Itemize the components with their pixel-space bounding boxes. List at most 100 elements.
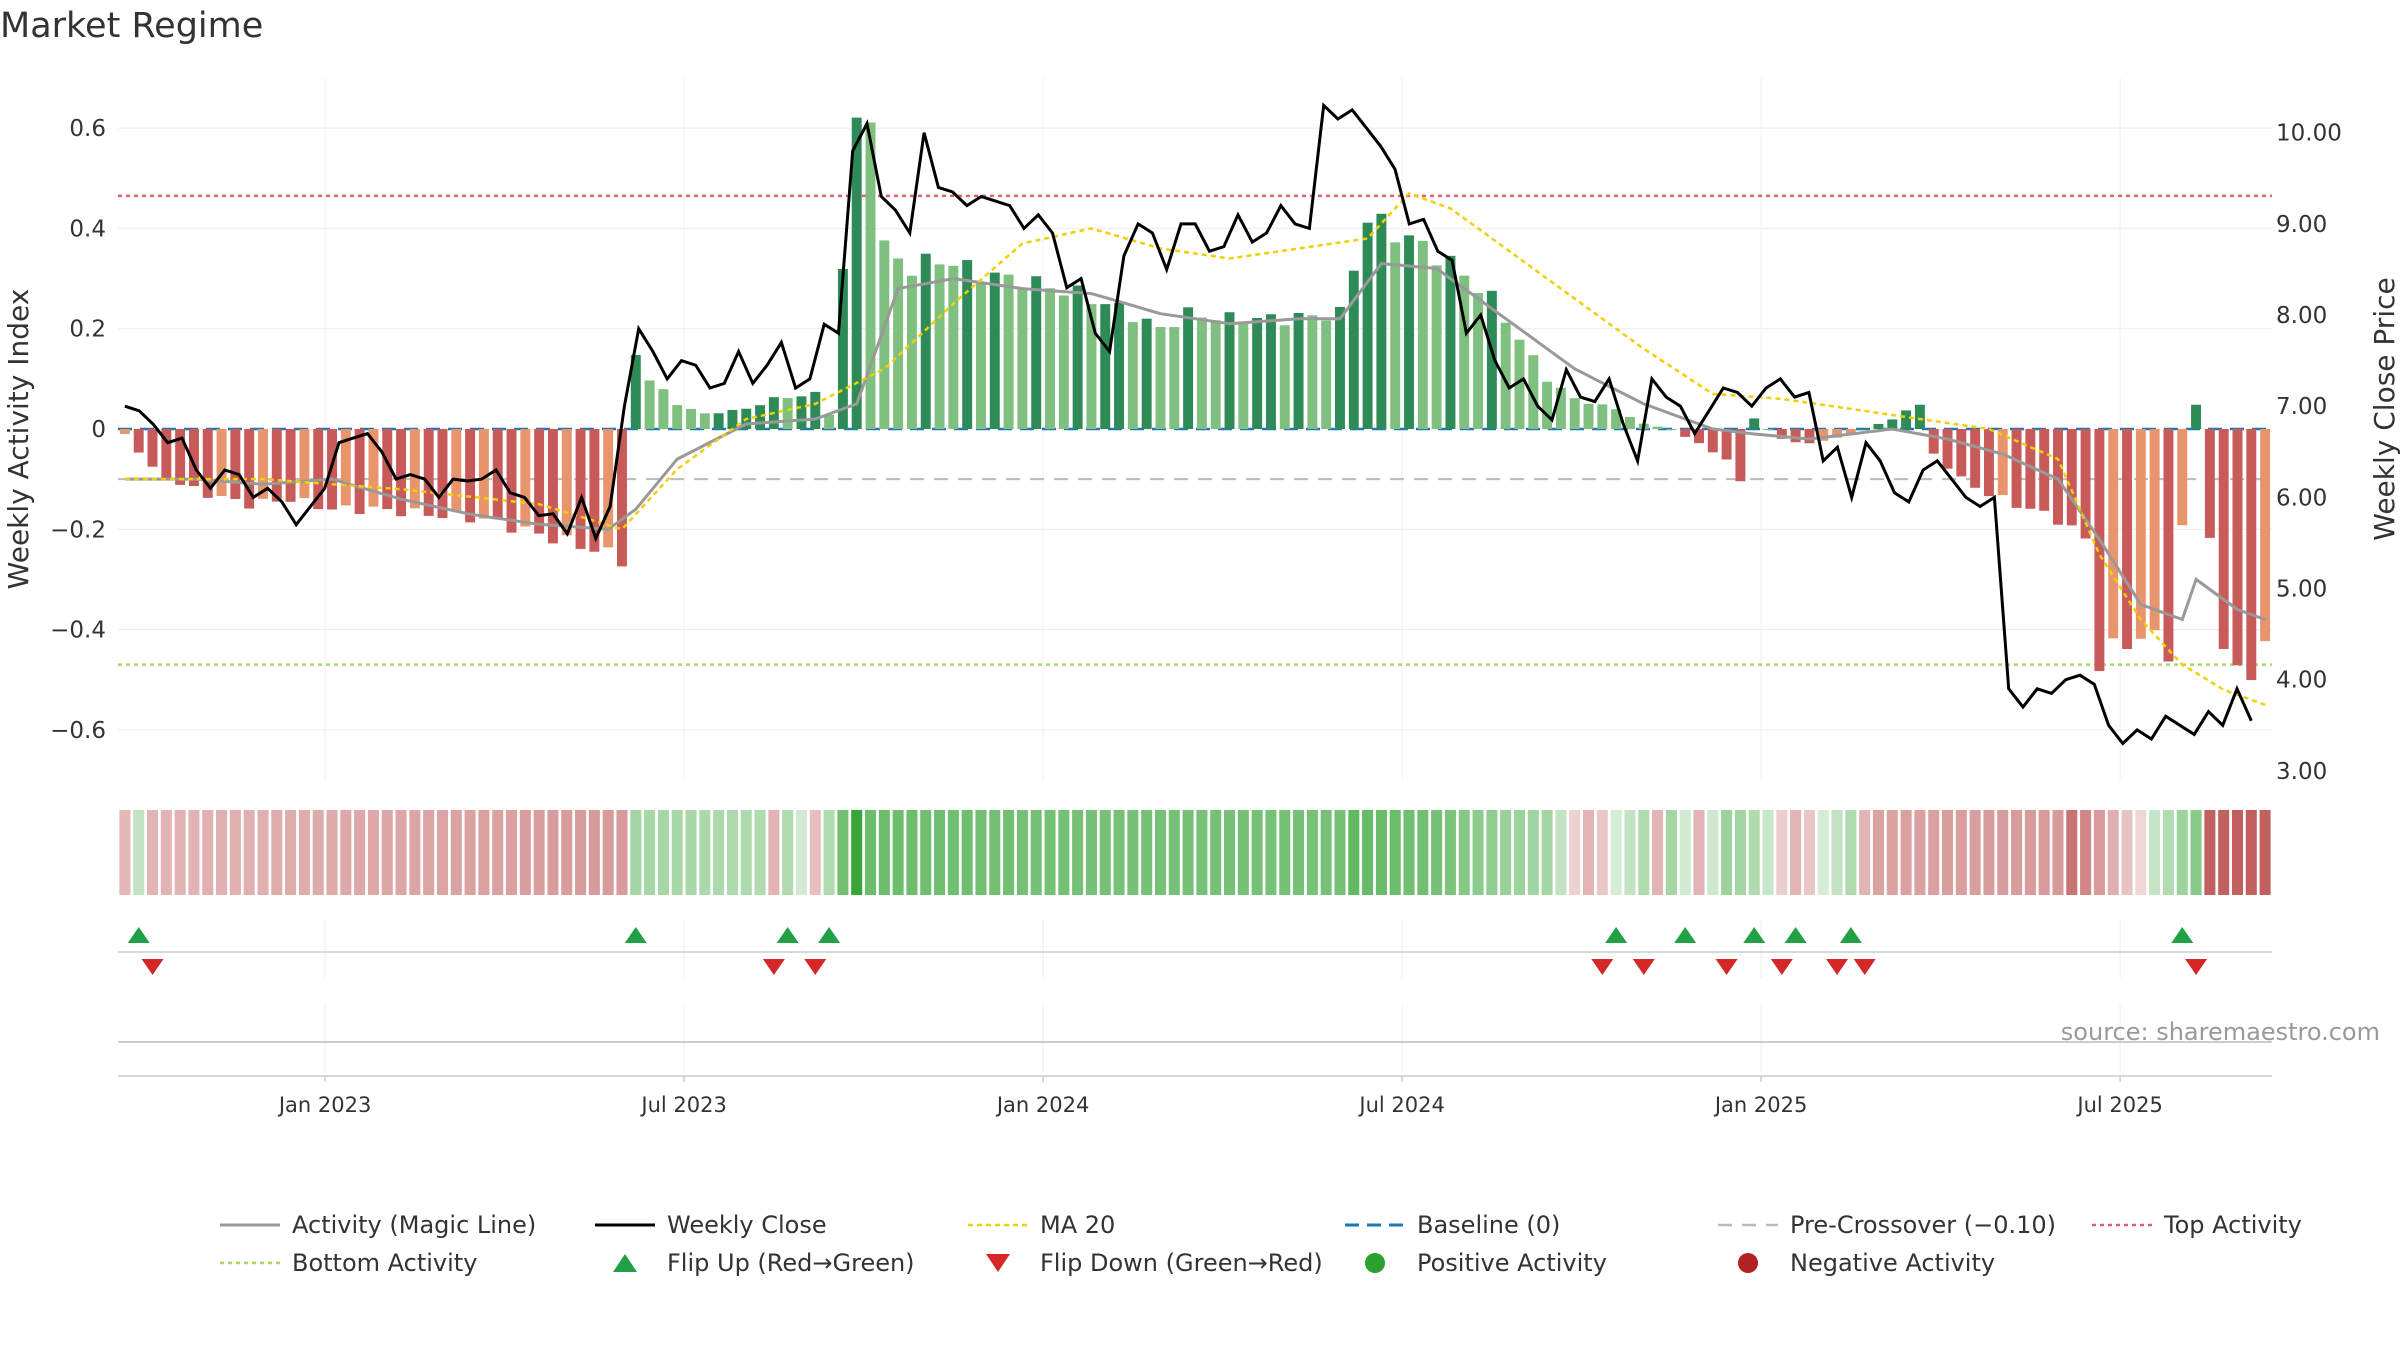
activity-bar (561, 429, 572, 536)
regime-cell (257, 810, 269, 895)
legend-swatch-flip-up (613, 1254, 637, 1272)
activity-bar (1390, 242, 1401, 429)
activity-bar (1224, 312, 1235, 429)
regime-cell (740, 810, 752, 895)
regime-cell (851, 810, 863, 895)
activity-bar (1956, 429, 1967, 477)
activity-bar (313, 429, 324, 510)
source-label: source: sharemaestro.com (2061, 1018, 2380, 1046)
date-tick-label: Jan 2024 (995, 1093, 1090, 1117)
regime-cell (505, 810, 518, 895)
flip-down-marker (804, 959, 827, 975)
regime-cell (2066, 810, 2078, 895)
regime-cell (1334, 810, 1346, 895)
activity-bar (1348, 270, 1359, 429)
activity-bar (244, 429, 255, 509)
activity-bar (879, 240, 890, 429)
activity-bar (617, 429, 627, 567)
series-lines (124, 102, 2266, 746)
right-tick-label: 8.00 (2276, 303, 2327, 329)
activity-bar (1045, 288, 1055, 429)
regime-cell (1803, 810, 1815, 895)
legend-label: Activity (Magic Line) (292, 1211, 536, 1239)
activity-bar (837, 268, 848, 429)
activity-bar (686, 408, 696, 429)
activity-bar (1652, 426, 1663, 429)
activity-bar (202, 429, 213, 498)
activity-bar (2260, 429, 2271, 642)
activity-bar (1680, 429, 1691, 437)
magic-line (124, 261, 2266, 622)
activity-bar (2218, 429, 2229, 649)
regime-cell (713, 810, 725, 895)
flip-up-marker (624, 927, 647, 943)
regime-cell (1928, 810, 1940, 895)
regime-cell (1375, 810, 1387, 895)
regime-cell (602, 810, 614, 895)
activity-bar (451, 429, 462, 512)
activity-bar (1252, 317, 1263, 429)
left-tick-label: 0 (91, 417, 106, 443)
regime-cell (989, 810, 1001, 895)
activity-bar (1321, 320, 1332, 429)
legend-label: Pre-Crossover (−0.10) (1790, 1211, 2056, 1239)
activity-bar (258, 429, 268, 499)
grid-layer (118, 78, 2272, 1072)
activity-bar (658, 389, 669, 429)
date-tick-label: Jan 2025 (1713, 1093, 1808, 1117)
activity-bar (1265, 314, 1276, 429)
activity-bar (1155, 327, 1166, 429)
activity-bar (630, 355, 641, 429)
activity-bar (1997, 429, 2008, 496)
regime-cell (1707, 810, 1719, 895)
activity-bar (271, 429, 282, 502)
activity-bar (368, 429, 379, 507)
activity-bar (1624, 416, 1635, 429)
right-tick-label: 4.00 (2276, 668, 2327, 694)
activity-bar (2080, 429, 2091, 539)
regime-cell (1762, 810, 1774, 895)
activity-bar (1279, 325, 1290, 429)
activity-bar (851, 117, 862, 429)
regime-cell (1886, 810, 1898, 895)
regime-cell (1527, 810, 1539, 895)
regime-cell (1665, 810, 1677, 895)
activity-bar (133, 429, 144, 453)
activity-bar (1017, 289, 1028, 429)
regime-cell (616, 810, 628, 895)
regime-cell (2135, 810, 2147, 895)
regime-cell (478, 810, 490, 895)
activity-bar (755, 405, 766, 429)
regime-cell (782, 810, 794, 895)
activity-bar (824, 414, 835, 429)
legend-item-flip_up: Flip Up (Red→Green) (613, 1249, 915, 1277)
y-axis-right-title: Weekly Close Price (2368, 277, 2400, 540)
activity-bar (2135, 429, 2146, 639)
activity-bar (589, 429, 600, 552)
activity-bar (1707, 429, 1718, 453)
activity-bar (161, 429, 172, 479)
activity-bar (1141, 318, 1152, 429)
activity-bars (119, 117, 2271, 681)
legend-item-flip_down: Flip Down (Green→Red) (986, 1249, 1323, 1277)
y-axis-left-title: Weekly Activity Index (2, 289, 35, 590)
activity-bar (1735, 429, 1746, 482)
legend-item-close: Weekly Close (595, 1211, 827, 1239)
activity-bar (727, 409, 738, 429)
regime-cell (174, 810, 186, 895)
flip-up-marker (1743, 927, 1766, 943)
activity-bar (1473, 293, 1484, 429)
regime-cell (575, 810, 587, 895)
activity-bar (478, 429, 489, 519)
activity-bar (865, 122, 876, 430)
regime-cell (367, 810, 379, 895)
regime-cell (133, 810, 145, 895)
activity-bar (1404, 235, 1414, 429)
regime-cell (947, 810, 959, 895)
activity-bar (2039, 429, 2050, 511)
legend-swatch-negative (1738, 1253, 1758, 1273)
regime-cell (1941, 810, 1954, 895)
legend-item-positive: Positive Activity (1365, 1249, 1607, 1277)
activity-bar (1721, 429, 1732, 460)
